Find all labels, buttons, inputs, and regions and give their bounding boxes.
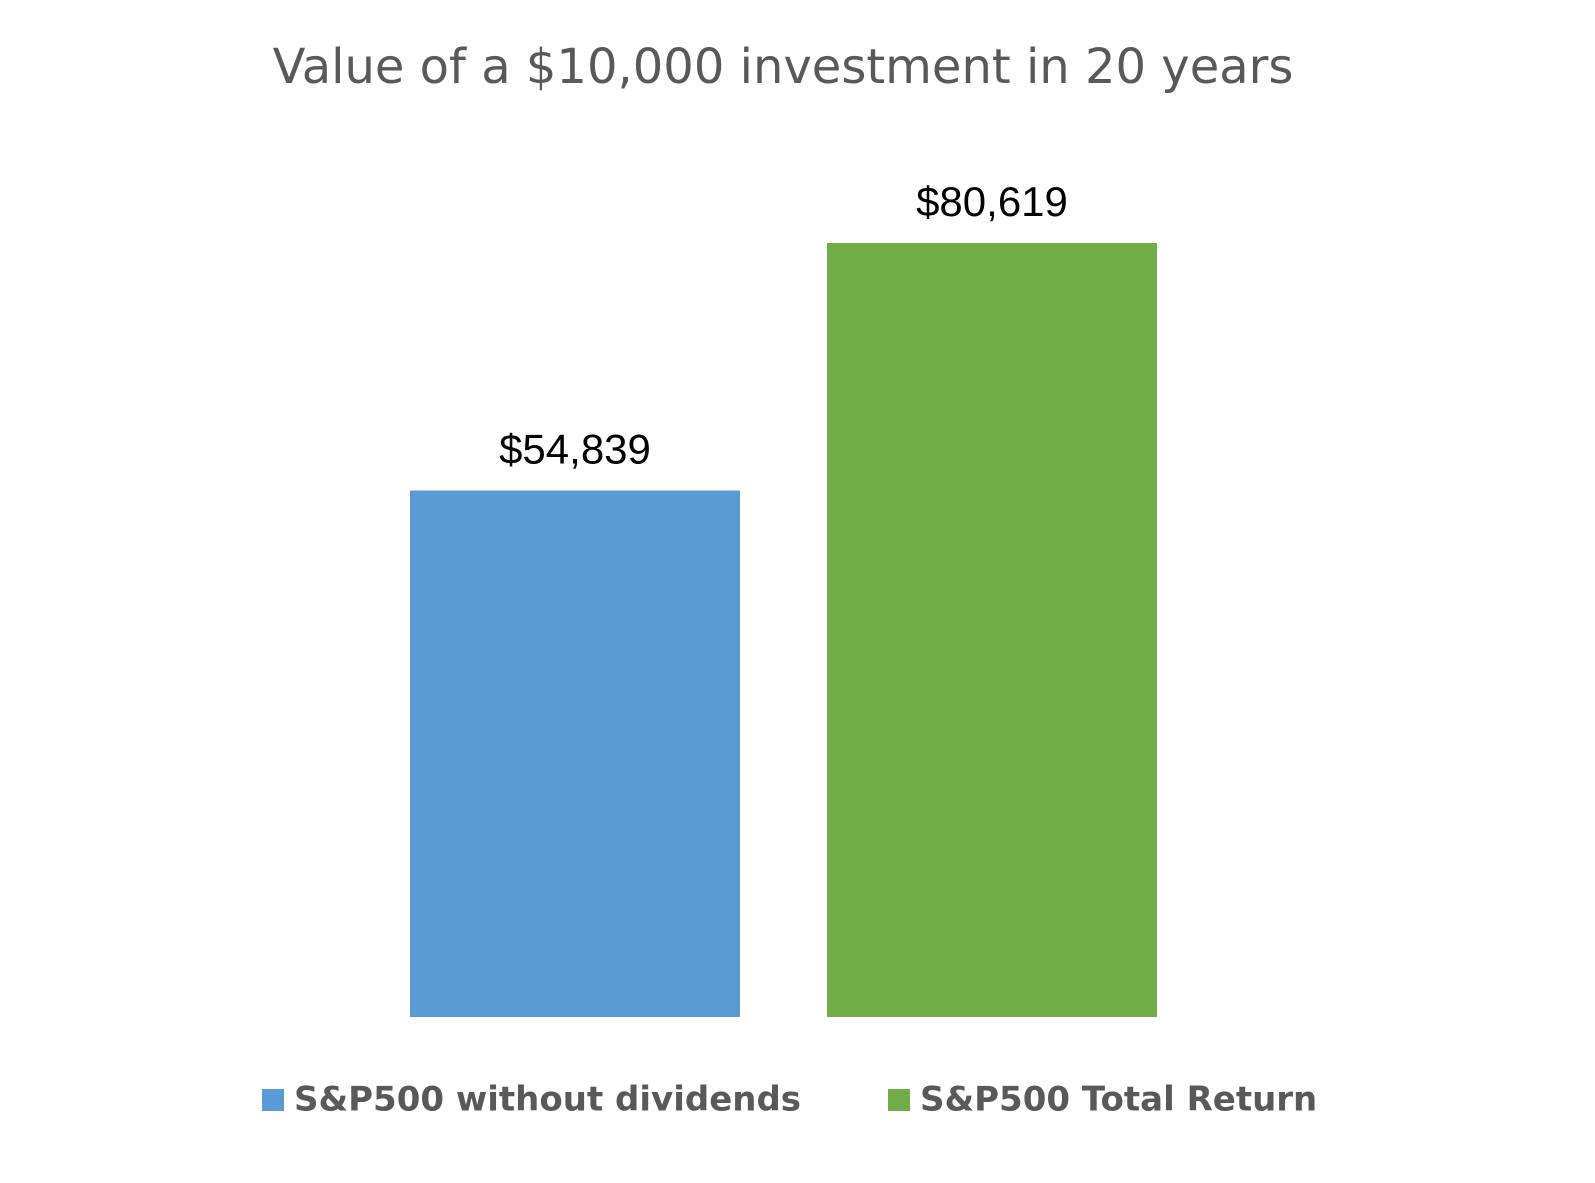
chart-title: Value of a $10,000 investment in 20 year… (273, 39, 1294, 95)
bar (410, 490, 740, 1017)
value-label: $54,839 (499, 426, 651, 473)
legend-label: S&P500 Total Return (920, 1080, 1317, 1120)
value-label: $80,619 (916, 178, 1068, 225)
legend-swatch (262, 1089, 284, 1111)
legend-label: S&P500 without dividends (294, 1080, 801, 1120)
bar (827, 243, 1157, 1017)
legend-swatch (888, 1089, 910, 1111)
